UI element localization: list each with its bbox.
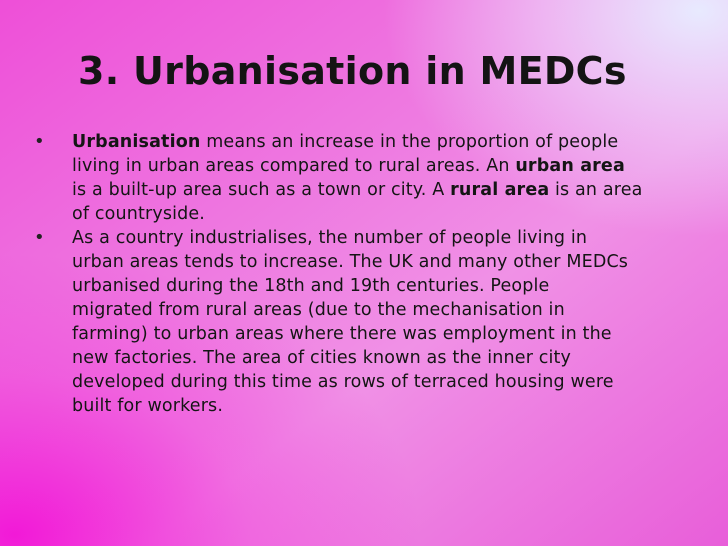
bullet1-line1-text: means an increase in the proportion of p… bbox=[200, 132, 619, 152]
bullet1-line3-text: is a built-up area such as a town or cit… bbox=[72, 180, 451, 200]
slide-title: 3. Urbanisation in MEDCs bbox=[78, 49, 627, 93]
bullet2-line6: new factories. The area of cities known … bbox=[72, 348, 572, 368]
bullet2-line3: urbanised during the 18th and 19th centu… bbox=[72, 276, 550, 296]
bullet2-line4: migrated from rural areas (due to the me… bbox=[72, 300, 565, 320]
bullet1-line1: Urbanisation means an increase in the pr… bbox=[72, 130, 694, 154]
bullet2-line2: urban areas tends to increase. The UK an… bbox=[72, 252, 629, 272]
bullet-urbanisation-definition: • Urbanisation means an increase in the … bbox=[34, 130, 694, 226]
bullet-icon: • bbox=[34, 131, 45, 152]
term-rural-area: rural area bbox=[450, 180, 550, 200]
bullet2-line7: developed during this time as rows of te… bbox=[72, 372, 614, 392]
bullet1-line3: is a built-up area such as a town or cit… bbox=[72, 178, 694, 202]
bullet1-line2-text: living in urban areas compared to rural … bbox=[72, 156, 516, 176]
bullet2-line8: built for workers. bbox=[72, 396, 224, 416]
bullet-icon: • bbox=[34, 227, 45, 248]
bullet1-line2: living in urban areas compared to rural … bbox=[72, 154, 694, 178]
bullet-list: • Urbanisation means an increase in the … bbox=[34, 130, 694, 418]
bullet1-line3-rest: is an area bbox=[549, 180, 643, 200]
term-urban-area: urban area bbox=[515, 156, 625, 176]
bullet1-line4: of countryside. bbox=[72, 204, 206, 224]
bullet2-line5: farming) to urban areas where there was … bbox=[72, 324, 612, 344]
term-urbanisation: Urbanisation bbox=[72, 132, 201, 152]
bullet-industrialisation: • As a country industrialises, the numbe… bbox=[34, 226, 694, 418]
bullet2-line1: As a country industrialises, the number … bbox=[72, 228, 588, 248]
